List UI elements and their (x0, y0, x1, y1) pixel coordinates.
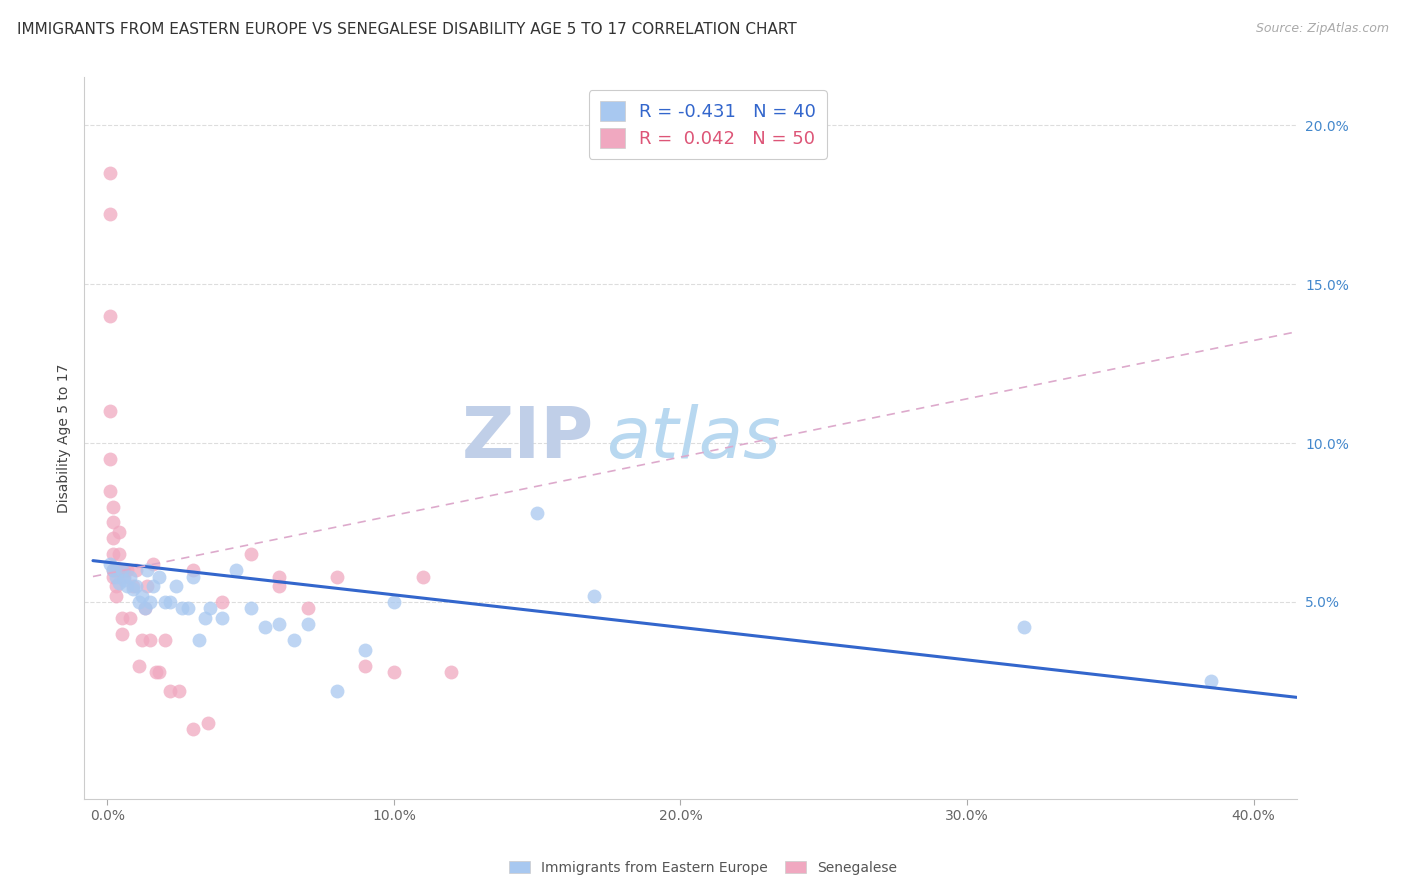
Point (101, 532, 124, 546)
Point (269, 579, 291, 593)
Point (269, 617, 291, 632)
Point (145, 665, 167, 679)
Text: Source: ZipAtlas.com: Source: ZipAtlas.com (1256, 22, 1389, 36)
Point (148, 569, 170, 583)
Point (1014, 620, 1036, 634)
Point (269, 569, 291, 583)
Point (412, 569, 434, 583)
Point (211, 611, 233, 625)
Point (325, 684, 347, 698)
Point (120, 569, 142, 583)
Point (101, 516, 124, 530)
Point (114, 569, 136, 583)
Point (117, 579, 139, 593)
Point (136, 579, 159, 593)
Point (239, 601, 262, 615)
Point (134, 601, 156, 615)
Point (107, 547, 129, 561)
Point (122, 582, 145, 597)
Point (134, 601, 156, 615)
Point (101, 500, 124, 514)
Point (122, 579, 145, 593)
Point (382, 665, 405, 679)
Point (139, 633, 162, 648)
Point (188, 633, 211, 648)
Point (111, 626, 134, 640)
Point (225, 563, 247, 577)
Point (136, 563, 159, 577)
Text: IMMIGRANTS FROM EASTERN EUROPE VS SENEGALESE DISABILITY AGE 5 TO 17 CORRELATION : IMMIGRANTS FROM EASTERN EUROPE VS SENEGA… (17, 22, 797, 37)
Point (440, 665, 463, 679)
Point (354, 658, 377, 673)
Point (101, 547, 124, 561)
Legend: Immigrants from Eastern Europe, Senegalese: Immigrants from Eastern Europe, Senegale… (503, 855, 903, 880)
Point (283, 633, 305, 648)
Point (98, 483, 121, 498)
Point (101, 563, 124, 577)
Point (197, 715, 219, 730)
Point (101, 563, 124, 577)
Point (114, 573, 136, 587)
Point (98, 557, 121, 571)
Point (142, 557, 165, 571)
Point (239, 547, 262, 561)
Point (297, 601, 319, 615)
Point (98, 207, 121, 221)
Point (354, 642, 377, 657)
Point (153, 595, 176, 609)
Legend: R = -0.431   N = 40, R =  0.042   N = 50: R = -0.431 N = 40, R = 0.042 N = 50 (589, 90, 827, 159)
Point (120, 611, 142, 625)
Point (131, 589, 153, 603)
Point (176, 601, 198, 615)
Point (98, 451, 121, 466)
Point (114, 563, 136, 577)
Point (159, 595, 181, 609)
Point (111, 563, 134, 577)
Point (98, 166, 121, 180)
Point (297, 617, 319, 632)
Point (131, 633, 153, 648)
Point (117, 563, 139, 577)
Point (125, 579, 148, 593)
Point (1199, 674, 1222, 689)
Point (125, 563, 148, 577)
Point (142, 579, 165, 593)
Point (165, 579, 187, 593)
Point (98, 309, 121, 323)
Point (107, 575, 129, 590)
Point (101, 569, 124, 583)
Text: atlas: atlas (606, 404, 780, 473)
Point (107, 524, 129, 539)
Point (98, 404, 121, 418)
Point (200, 601, 222, 615)
Point (104, 563, 127, 577)
Point (153, 633, 176, 648)
Point (148, 665, 170, 679)
Point (583, 589, 606, 603)
Point (181, 722, 204, 736)
Point (253, 620, 276, 634)
Point (139, 595, 162, 609)
Point (104, 569, 127, 583)
Point (104, 579, 127, 593)
Point (181, 569, 204, 583)
Point (104, 589, 127, 603)
Point (170, 601, 193, 615)
Point (159, 684, 181, 698)
Point (128, 595, 150, 609)
Point (128, 658, 150, 673)
Point (382, 595, 405, 609)
Point (211, 595, 233, 609)
Point (167, 684, 190, 698)
Point (194, 611, 217, 625)
Text: ZIP: ZIP (461, 404, 593, 473)
Y-axis label: Disability Age 5 to 17: Disability Age 5 to 17 (58, 364, 72, 513)
Point (181, 563, 204, 577)
Point (111, 563, 134, 577)
Point (325, 569, 347, 583)
Point (526, 506, 548, 520)
Point (111, 611, 134, 625)
